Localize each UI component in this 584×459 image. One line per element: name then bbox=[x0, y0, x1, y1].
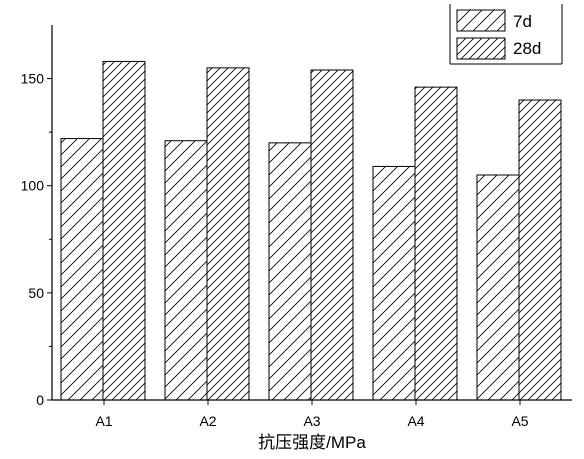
x-tick-label: A1 bbox=[95, 413, 112, 429]
legend-label-28d: 28d bbox=[513, 39, 541, 58]
y-tick-label: 0 bbox=[36, 392, 44, 408]
x-axis-ticks: A1 A2 A3 A4 A5 bbox=[95, 400, 529, 429]
bar-28d-A5 bbox=[518, 99, 562, 401]
y-tick-label: 100 bbox=[21, 178, 45, 194]
legend-swatch-28d bbox=[456, 37, 506, 60]
y-tick-label: 150 bbox=[21, 71, 45, 87]
y-axis-ticks: 0 50 100 150 bbox=[21, 71, 52, 408]
x-tick-label: A3 bbox=[303, 413, 320, 429]
x-axis-title: 抗压强度/MPa bbox=[258, 433, 366, 452]
bar-28d-A2 bbox=[206, 67, 250, 401]
bar-7d-A3 bbox=[268, 142, 312, 401]
legend-label-7d: 7d bbox=[513, 12, 532, 31]
bar-7d-A2 bbox=[164, 140, 208, 401]
bar-7d-A1 bbox=[60, 138, 104, 401]
x-tick-label: A4 bbox=[407, 413, 424, 429]
y-tick-label: 50 bbox=[28, 285, 44, 301]
bar-28d-A4 bbox=[414, 86, 458, 401]
x-tick-label: A2 bbox=[199, 413, 216, 429]
bar-7d-A4 bbox=[372, 165, 416, 401]
plot-area bbox=[60, 60, 562, 401]
legend: 7d 28d bbox=[449, 4, 563, 65]
legend-swatch-7d bbox=[456, 9, 506, 32]
bar-28d-A3 bbox=[310, 69, 354, 401]
bar-28d-A1 bbox=[102, 60, 146, 401]
bar-7d-A5 bbox=[476, 174, 520, 401]
x-tick-label: A5 bbox=[511, 413, 528, 429]
